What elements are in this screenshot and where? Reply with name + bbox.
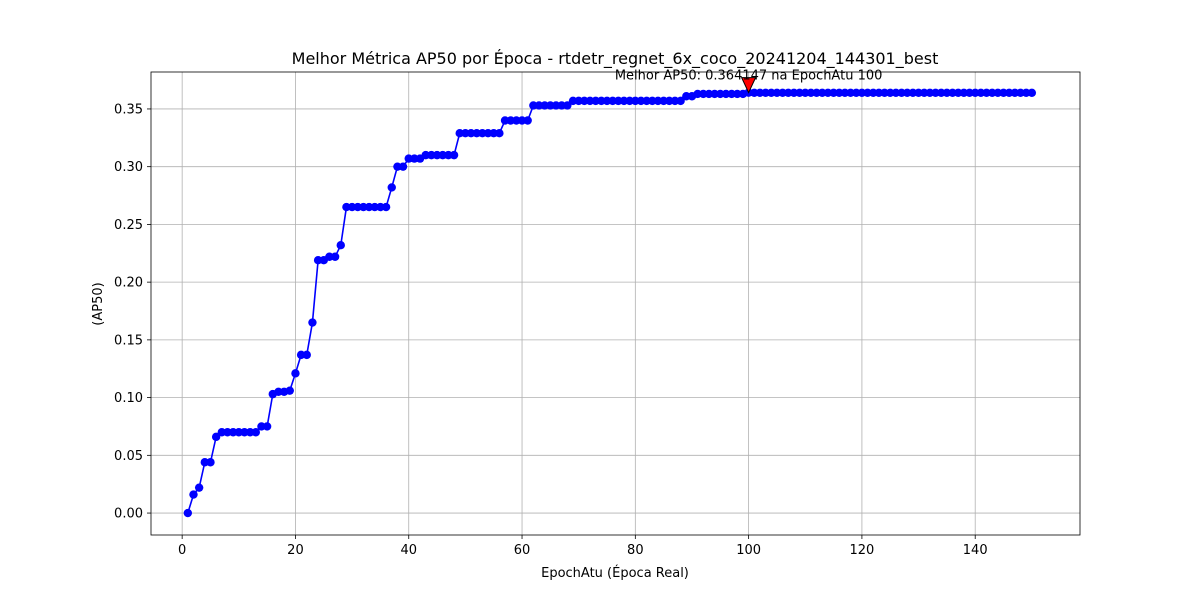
y-tick-label: 0.10 — [114, 391, 143, 406]
data-point — [183, 508, 193, 518]
x-tick-label: 80 — [627, 543, 644, 558]
data-point — [251, 428, 260, 437]
data-point — [285, 386, 294, 395]
series-ap50 — [183, 88, 1037, 518]
data-point — [291, 369, 300, 378]
data-point — [676, 96, 685, 106]
y-tick-label: 0.20 — [114, 276, 143, 291]
data-point — [381, 202, 391, 212]
x-axis-ticks: 0 20 40 60 80 100 120 140 — [178, 535, 988, 558]
plot-frame — [150, 71, 1081, 536]
data-point — [189, 490, 198, 499]
data-point — [206, 458, 215, 467]
series-line — [187, 91, 1032, 514]
data-point — [523, 116, 532, 125]
data-point — [387, 183, 396, 192]
y-tick-label: 0.35 — [114, 102, 143, 117]
data-point — [563, 101, 572, 110]
data-point — [262, 422, 272, 431]
y-axis-ticks: 0.00 0.05 0.10 0.15 0.20 0.25 0.30 0.35 — [114, 102, 151, 522]
y-tick-label: 0.30 — [114, 160, 143, 175]
chart-title: Melhor Métrica AP50 por Época - rtdetr_r… — [292, 49, 939, 69]
y-tick-label: 0.25 — [114, 218, 143, 233]
x-tick-label: 140 — [963, 543, 988, 558]
data-point — [1027, 88, 1037, 97]
x-axis-label: EpochAtu (Época Real) — [541, 565, 689, 581]
x-tick-label: 20 — [287, 543, 304, 558]
data-point — [495, 128, 504, 138]
x-tick-label: 100 — [736, 543, 761, 558]
x-tick-label: 60 — [514, 543, 531, 558]
data-point — [308, 318, 317, 327]
data-point — [194, 483, 204, 492]
best-marker — [740, 77, 757, 94]
grid — [151, 72, 1080, 535]
x-tick-label: 0 — [178, 543, 186, 558]
data-point — [302, 350, 311, 360]
x-tick-label: 40 — [400, 543, 417, 558]
data-point — [449, 150, 459, 160]
y-tick-label: 0.00 — [114, 507, 143, 522]
y-tick-label: 0.15 — [114, 333, 143, 348]
best-annotation-text: Melhor AP50: 0.364147 na EpochAtu 100 — [615, 69, 883, 84]
data-point — [398, 162, 408, 171]
y-tick-label: 0.05 — [114, 449, 143, 464]
y-axis-label: (AP50) — [91, 282, 106, 325]
data-point — [330, 252, 340, 261]
data-point — [336, 240, 345, 250]
data-point — [211, 432, 221, 442]
x-tick-label: 120 — [849, 543, 874, 558]
